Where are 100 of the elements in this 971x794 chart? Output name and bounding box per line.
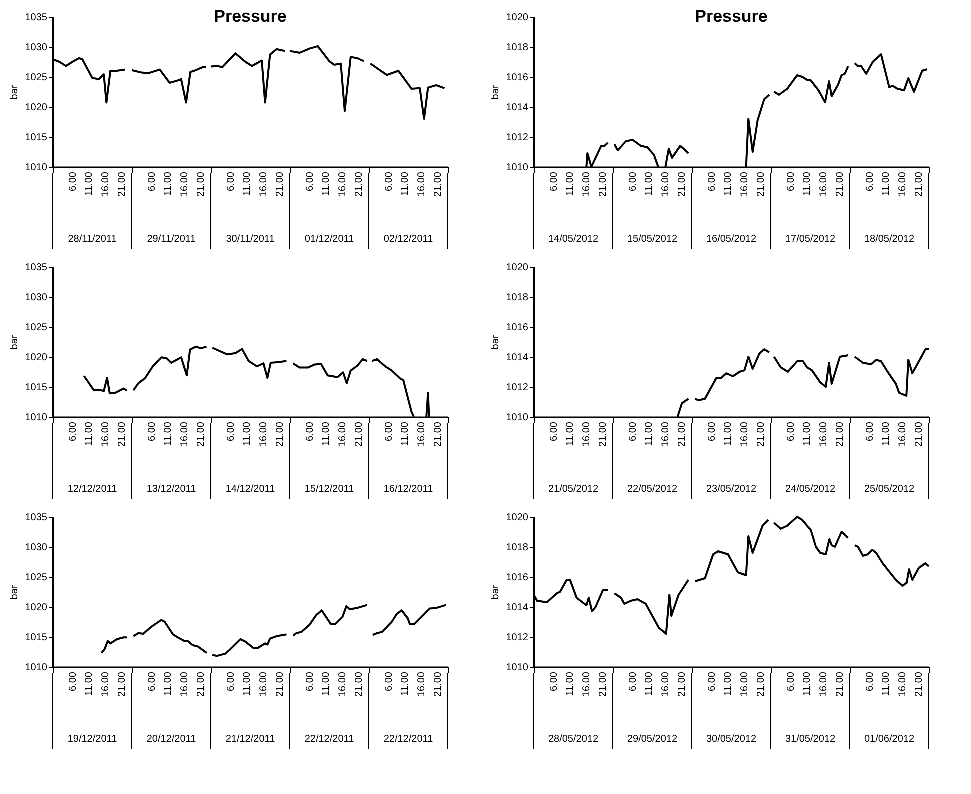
x-tick-label: 11.00 [400,172,412,196]
x-tick-label: 16.00 [258,172,270,198]
x-tick-label: 11.00 [881,422,892,446]
y-tick-label: 1016 [506,572,529,584]
y-axis-title: bar [490,334,502,350]
x-tick-label: 21.00 [914,672,926,698]
x-tick-label: 16.00 [338,172,349,198]
x-tick-label: 11.00 [321,422,332,446]
text: 14/05/2012 [548,234,599,245]
y-tick-label: 1014 [506,352,529,364]
y-tick-label: 1020 [506,12,529,24]
x-tick-label: 21.00 [354,172,366,198]
text: 24/05/2012 [785,484,836,495]
x-tick-label: 21.00 [598,672,610,698]
x-tick-label: 21.00 [275,672,286,698]
text: 14/12/2011 [226,484,276,495]
x-tick-label: 21.00 [756,422,768,448]
x-tick-label: 11.00 [644,172,656,196]
x-tick-label: 16.00 [898,672,909,698]
text: 30/11/2011 [226,234,276,245]
y-tick-label: 1015 [25,382,48,394]
x-tick-label: 21.00 [914,422,926,448]
x-tick-label: 21.00 [117,172,128,198]
y-tick-label: 1020 [25,352,48,364]
text: 29/05/2012 [627,734,678,745]
x-tick-label: 11.00 [242,172,254,196]
x-tick-label: 16.00 [582,422,593,448]
text: 17/05/2012 [785,234,836,245]
y-tick-label: 1020 [25,102,48,114]
x-tick-label: 21.00 [275,422,286,448]
x-tick-label: 16.00 [180,172,191,198]
x-tick-label: 6.00 [384,422,395,442]
x-tick-label: 16.00 [582,172,593,198]
x-tick-label: 21.00 [196,422,208,448]
y-tick-label: 1015 [25,632,48,644]
x-tick-label: 6.00 [786,172,797,192]
x-tick-label: 11.00 [400,672,412,696]
x-tick-label: 6.00 [706,422,718,442]
x-tick-label: 6.00 [68,172,79,192]
y-tick-label: 1035 [25,512,48,524]
y-tick-label: 1012 [506,632,529,644]
x-tick-label: 21.00 [914,172,926,198]
x-tick-label: 16.00 [416,422,428,448]
x-tick-label: 11.00 [565,672,576,696]
x-tick-label: 11.00 [84,422,96,446]
x-tick-label: 21.00 [275,172,286,198]
x-tick-label: 21.00 [117,422,128,448]
x-tick-label: 11.00 [163,172,174,196]
text: 22/12/2011 [304,734,355,745]
x-tick-label: 16.00 [740,422,751,448]
x-tick-label: 11.00 [242,672,254,696]
text: 28/05/2012 [548,734,599,745]
text: 21/05/2012 [548,484,599,495]
y-tick-label: 1010 [25,662,48,674]
text: 23/05/2012 [706,484,757,495]
y-tick-label: 1010 [25,412,48,424]
x-tick-label: 6.00 [384,672,395,692]
x-tick-label: 11.00 [723,422,734,446]
y-tick-label: 1016 [506,322,529,334]
x-tick-label: 11.00 [723,172,734,196]
x-tick-label: 21.00 [433,172,444,198]
x-tick-label: 11.00 [163,672,174,696]
x-tick-label: 6.00 [384,172,395,192]
x-tick-label: 16.00 [660,172,672,198]
text: 15/05/2012 [627,234,678,245]
text: 28/11/2011 [68,234,118,245]
x-tick-label: 11.00 [84,172,96,196]
x-tick-label: 6.00 [628,672,639,692]
x-tick-label: 11.00 [644,422,656,446]
x-tick-label: 16.00 [100,172,112,198]
x-tick-label: 16.00 [338,672,349,698]
x-tick-label: 6.00 [628,172,639,192]
x-tick-label: 6.00 [706,672,718,692]
x-tick-label: 6.00 [68,422,79,442]
y-tick-label: 1010 [25,162,48,174]
x-tick-label: 21.00 [677,422,688,448]
x-tick-label: 6.00 [786,422,797,442]
x-tick-label: 11.00 [723,672,734,696]
text: 25/05/2012 [864,484,915,495]
x-tick-label: 16.00 [898,422,909,448]
x-tick-label: 6.00 [786,672,797,692]
x-tick-label: 6.00 [226,172,237,192]
text: 13/12/2011 [146,484,197,495]
x-tick-label: 21.00 [756,172,768,198]
text: 01/06/2012 [864,734,915,745]
x-tick-label: 6.00 [548,422,560,442]
y-tick-label: 1010 [506,162,529,174]
text: 22/12/2011 [384,734,434,745]
y-tick-label: 1010 [506,412,529,424]
x-tick-label: 16.00 [338,422,349,448]
y-tick-label: 1018 [506,292,529,304]
x-tick-label: 11.00 [881,672,892,696]
text: 31/05/2012 [785,734,836,745]
x-tick-label: 16.00 [740,172,751,198]
x-tick-label: 6.00 [706,172,718,192]
chart-title: Pressure [214,7,287,26]
x-tick-label: 11.00 [644,672,656,696]
x-tick-label: 21.00 [117,672,128,698]
y-tick-label: 1015 [25,132,48,144]
x-tick-label: 6.00 [548,172,560,192]
